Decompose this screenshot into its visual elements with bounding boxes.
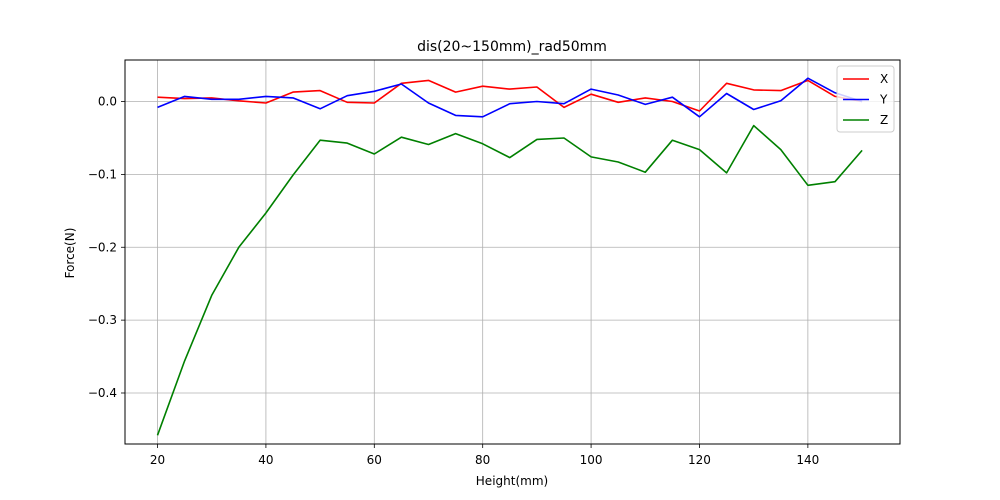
y-tick-label: −0.1 — [88, 167, 117, 181]
x-tick-label: 40 — [258, 453, 273, 467]
series-lines — [156, 77, 863, 436]
x-tick-label: 80 — [475, 453, 490, 467]
series-line-z — [156, 124, 863, 436]
legend-label-x: X — [880, 72, 888, 86]
y-axis-label: Force(N) — [63, 228, 77, 279]
series-line-x — [157, 79, 863, 112]
y-tick-label: −0.2 — [88, 240, 117, 254]
y-axis-ticks: 0.0 −0.1 −0.2 −0.3 −0.4 — [88, 95, 125, 400]
chart-title: dis(20~150mm)_rad50mm — [417, 39, 607, 55]
x-tick-label: 60 — [367, 453, 382, 467]
y-tick-label: −0.4 — [88, 386, 117, 400]
y-tick-label: −0.3 — [88, 313, 117, 327]
legend-label-z: Z — [880, 113, 888, 127]
x-tick-label: 120 — [688, 453, 711, 467]
legend-label-y: Y — [879, 93, 888, 107]
x-tick-label: 100 — [580, 453, 603, 467]
x-tick-label: 140 — [796, 453, 819, 467]
legend: XYZ — [836, 65, 895, 133]
x-tick-label: 20 — [150, 453, 165, 467]
x-axis-label: Height(mm) — [476, 474, 548, 488]
x-axis-ticks: 20 40 60 80 100 120 140 — [150, 444, 819, 467]
plot-area-frame — [124, 59, 901, 445]
y-tick-label: 0.0 — [98, 95, 117, 109]
series-line-y — [157, 77, 863, 118]
